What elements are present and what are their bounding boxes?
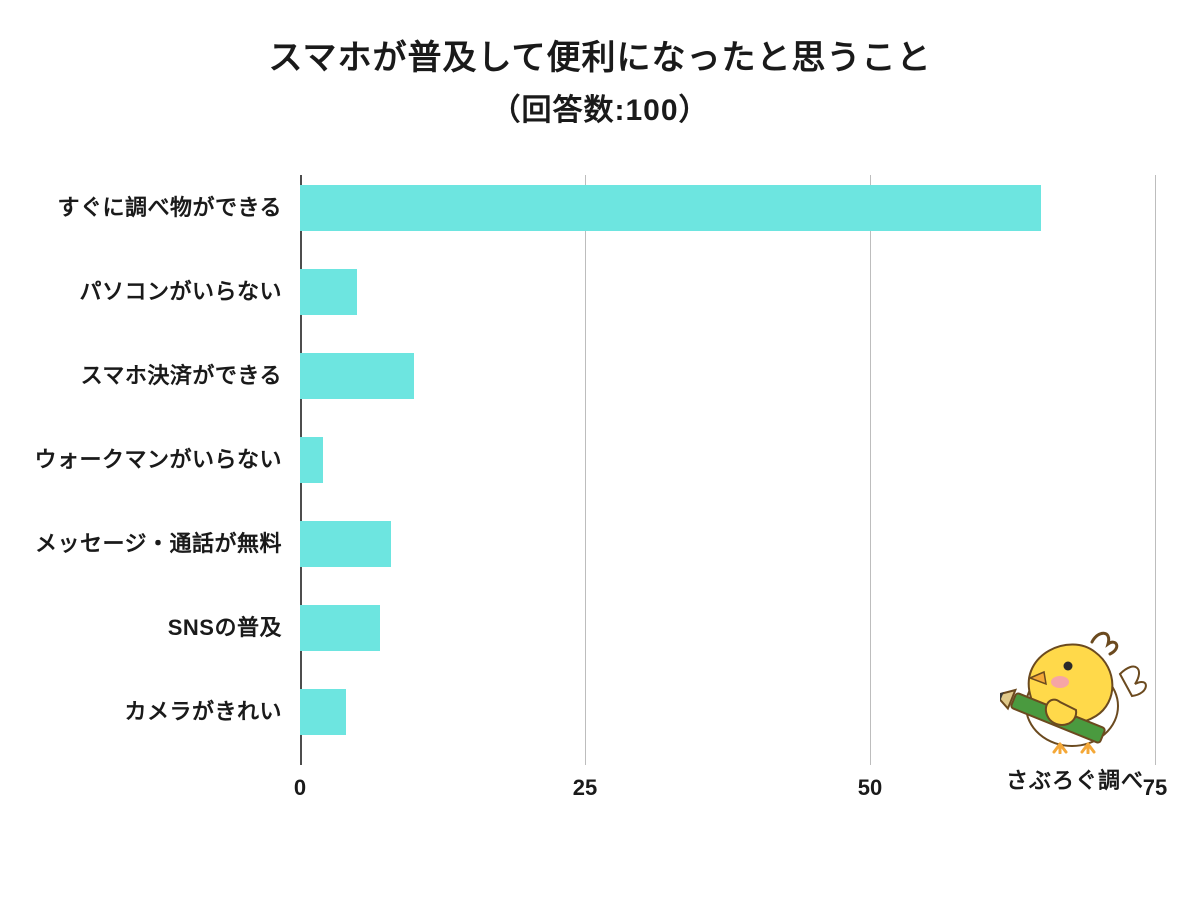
- gridline: [585, 175, 586, 765]
- bar: [300, 353, 414, 399]
- x-tick-label: 25: [555, 775, 615, 801]
- x-tick-label: 50: [840, 775, 900, 801]
- category-label: SNSの普及: [168, 605, 282, 651]
- chart-title: スマホが普及して便利になったと思うこと （回答数:100）: [0, 0, 1200, 129]
- gridline: [870, 175, 871, 765]
- bar: [300, 605, 380, 651]
- category-label: メッセージ・通話が無料: [35, 521, 282, 567]
- mascot-bird-icon: [1000, 624, 1150, 754]
- bar: [300, 437, 323, 483]
- category-label: すぐに調べ物ができる: [57, 185, 282, 231]
- category-label: カメラがきれい: [124, 689, 282, 735]
- bar: [300, 185, 1041, 231]
- mascot-caption: さぶろぐ調べ: [990, 763, 1160, 795]
- mascot: さぶろぐ調べ: [990, 624, 1160, 795]
- category-label: パソコンがいらない: [79, 269, 282, 315]
- bar: [300, 521, 391, 567]
- x-tick-label: 0: [270, 775, 330, 801]
- bar: [300, 689, 346, 735]
- category-label: ウォークマンがいらない: [34, 437, 282, 483]
- category-label: スマホ決済ができる: [81, 353, 282, 399]
- chart-container: スマホが普及して便利になったと思うこと （回答数:100） 0255075すぐに…: [0, 0, 1200, 900]
- title-line-1: スマホが普及して便利になったと思うこと: [0, 30, 1200, 79]
- bar: [300, 269, 357, 315]
- title-line-2: （回答数:100）: [0, 85, 1200, 129]
